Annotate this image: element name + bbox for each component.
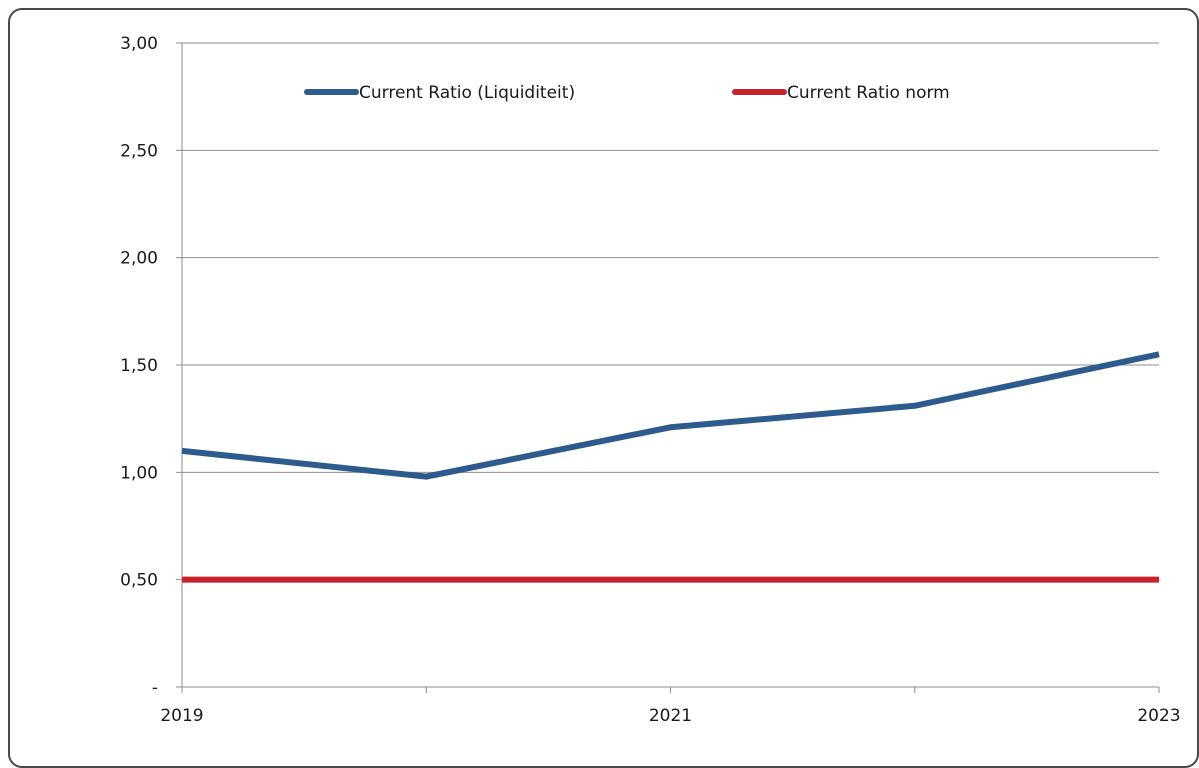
legend-label-current-ratio: Current Ratio (Liquiditeit) xyxy=(359,83,575,103)
y-tick-label: 2,50 xyxy=(120,141,158,161)
series-line-current-ratio xyxy=(181,351,1160,480)
y-tick-label: - xyxy=(152,678,158,698)
y-tick-label: 2,00 xyxy=(120,249,158,269)
x-tick-label: 2021 xyxy=(649,706,692,726)
y-tick-label: 3,00 xyxy=(120,34,158,54)
axes: - 0,50 1,00 1,50 2,00 2,50 3,00 2019 2021 2023 xyxy=(120,34,1180,726)
legend: Current Ratio (Liquiditeit) Current Rati… xyxy=(304,83,950,103)
legend-label-current-ratio-norm: Current Ratio norm xyxy=(787,83,950,103)
x-tick-label: 2023 xyxy=(1137,706,1180,726)
series-lines xyxy=(181,351,1160,583)
y-tick-label: 1,50 xyxy=(120,356,158,376)
y-tick-label: 0,50 xyxy=(120,571,158,591)
x-tick-label: 2019 xyxy=(160,706,203,726)
gridlines xyxy=(182,42,1159,581)
y-tick-label: 1,00 xyxy=(120,463,158,483)
